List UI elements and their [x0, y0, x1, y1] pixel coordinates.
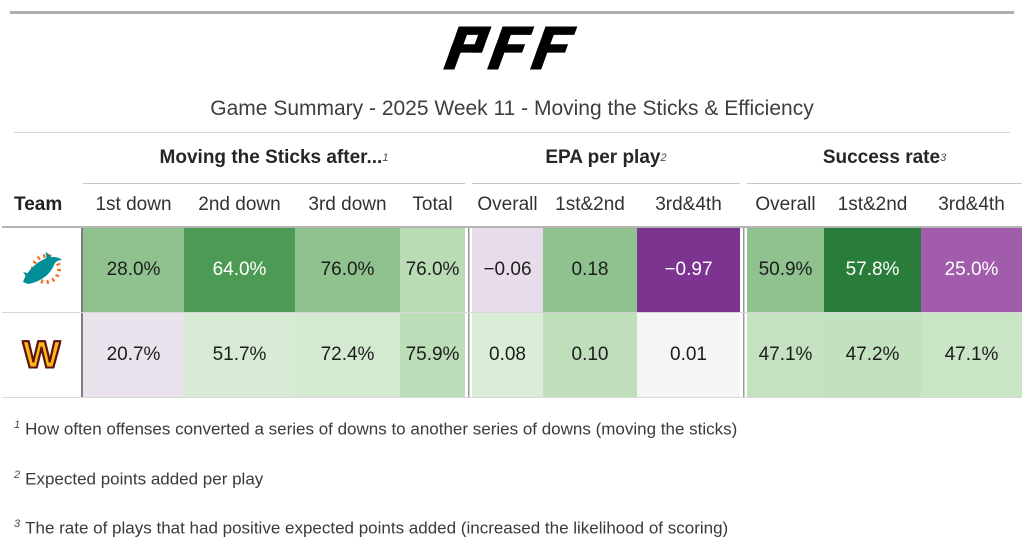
column-header-epa-overall: Overall	[477, 194, 538, 215]
stat-cell-commanders-epa-3rd4th: 0.01	[637, 313, 740, 397]
title-divider	[14, 132, 1010, 133]
top-divider	[10, 11, 1014, 14]
team-logo-commanders: W	[2, 313, 83, 397]
dolphins-logo-icon: Miami Dolphins	[22, 252, 62, 284]
pff-logo-icon: PFF	[443, 26, 578, 70]
column-gutter	[740, 313, 747, 397]
group-label: Success rate	[822, 147, 941, 168]
commanders-logo-icon: W	[22, 334, 62, 376]
stat-cell-commanders-2nd-down: 51.7%	[184, 313, 295, 397]
stat-cell-dolphins-sr-1st2nd: 57.8%	[824, 228, 921, 312]
stat-cell-commanders-sr-overall: 47.1%	[747, 313, 824, 397]
stat-cell-dolphins-1st-down: 28.0%	[83, 228, 184, 312]
footnote-number: 1	[14, 419, 21, 431]
footnote-text: How often offenses converted a series of…	[25, 419, 738, 439]
column-gutter	[740, 184, 747, 226]
stat-cell-dolphins-epa-1st2nd: 0.18	[543, 228, 637, 312]
column-gutter	[465, 313, 472, 397]
stat-cell-commanders-sr-1st2nd: 47.2%	[824, 313, 921, 397]
column-header-epa-3rd4th: 3rd&4th	[655, 194, 722, 215]
stat-cell-commanders-epa-1st2nd: 0.10	[543, 313, 637, 397]
row-divider	[2, 312, 1022, 313]
group-header-epa-per-play: EPA per play 2	[472, 133, 740, 184]
header-divider	[2, 226, 1022, 228]
footnote-number: 3	[14, 518, 21, 531]
column-header-team: Team	[14, 194, 63, 215]
column-gutter	[465, 228, 472, 312]
stat-cell-dolphins-2nd-down: 64.0%	[184, 228, 295, 312]
group-header-spacer	[2, 133, 83, 184]
stat-cell-dolphins-3rd-down: 76.0%	[295, 228, 400, 312]
header-logo-row: PFF	[0, 25, 1024, 71]
group-gutter	[740, 133, 747, 184]
group-label: EPA per play	[545, 147, 661, 168]
group-gutter	[465, 133, 472, 184]
table-bottom-divider	[2, 397, 1022, 398]
group-label: Moving the Sticks after...	[159, 147, 383, 168]
column-header-sr-overall: Overall	[755, 194, 816, 215]
column-header-total: Total	[412, 194, 453, 215]
stat-cell-commanders-total: 75.9%	[400, 313, 465, 397]
stat-cell-commanders-epa-overall: 0.08	[472, 313, 543, 397]
footnote-3: 3 The rate of plays that had positive exp…	[14, 514, 1010, 539]
stat-cell-commanders-3rd-down: 72.4%	[295, 313, 400, 397]
column-header-sr-1st2nd: 1st&2nd	[837, 194, 908, 215]
stat-cell-dolphins-epa-3rd4th: −0.97	[637, 228, 740, 312]
stat-cell-dolphins-sr-overall: 50.9%	[747, 228, 824, 312]
column-header-epa-1st2nd: 1st&2nd	[555, 194, 625, 215]
stat-cell-dolphins-sr-3rd4th: 25.0%	[921, 228, 1022, 312]
column-header-sr-3rd4th: 3rd&4th	[938, 194, 1005, 215]
page-title: Game Summary - 2025 Week 11 - Moving the…	[210, 97, 814, 120]
group-header-success-rate: Success rate 3	[747, 133, 1022, 184]
footnote-text: The rate of plays that had positive expe…	[25, 518, 729, 538]
column-header-3rd-down: 3rd down	[308, 194, 387, 215]
footnotes: 1 How often offenses converted a series o…	[0, 398, 1024, 539]
column-gutter	[740, 228, 747, 312]
stats-table: Moving the Sticks after... 1 EPA per play…	[2, 133, 1022, 398]
column-header-1st-down: 1st down	[95, 194, 172, 215]
footnote-ref: 2	[660, 152, 667, 164]
footnote-ref: 1	[382, 152, 389, 164]
footnote-1: 1 How often offenses converted a series o…	[14, 415, 1010, 440]
stat-cell-commanders-1st-down: 20.7%	[83, 313, 184, 397]
column-gutter	[465, 184, 472, 226]
column-header-2nd-down: 2nd down	[198, 194, 281, 215]
team-logo-dolphins: Miami Dolphins	[2, 228, 83, 312]
group-header-moving-the-sticks: Moving the Sticks after... 1	[83, 133, 465, 184]
stat-cell-dolphins-total: 76.0%	[400, 228, 465, 312]
footnote-ref: 3	[940, 152, 947, 164]
footnote-text: Expected points added per play	[25, 469, 264, 489]
stat-cell-dolphins-epa-overall: −0.06	[472, 228, 543, 312]
stat-cell-commanders-sr-3rd4th: 47.1%	[921, 313, 1022, 397]
footnote-2: 2 Expected points added per play	[14, 465, 1010, 490]
footnote-number: 2	[14, 468, 21, 481]
